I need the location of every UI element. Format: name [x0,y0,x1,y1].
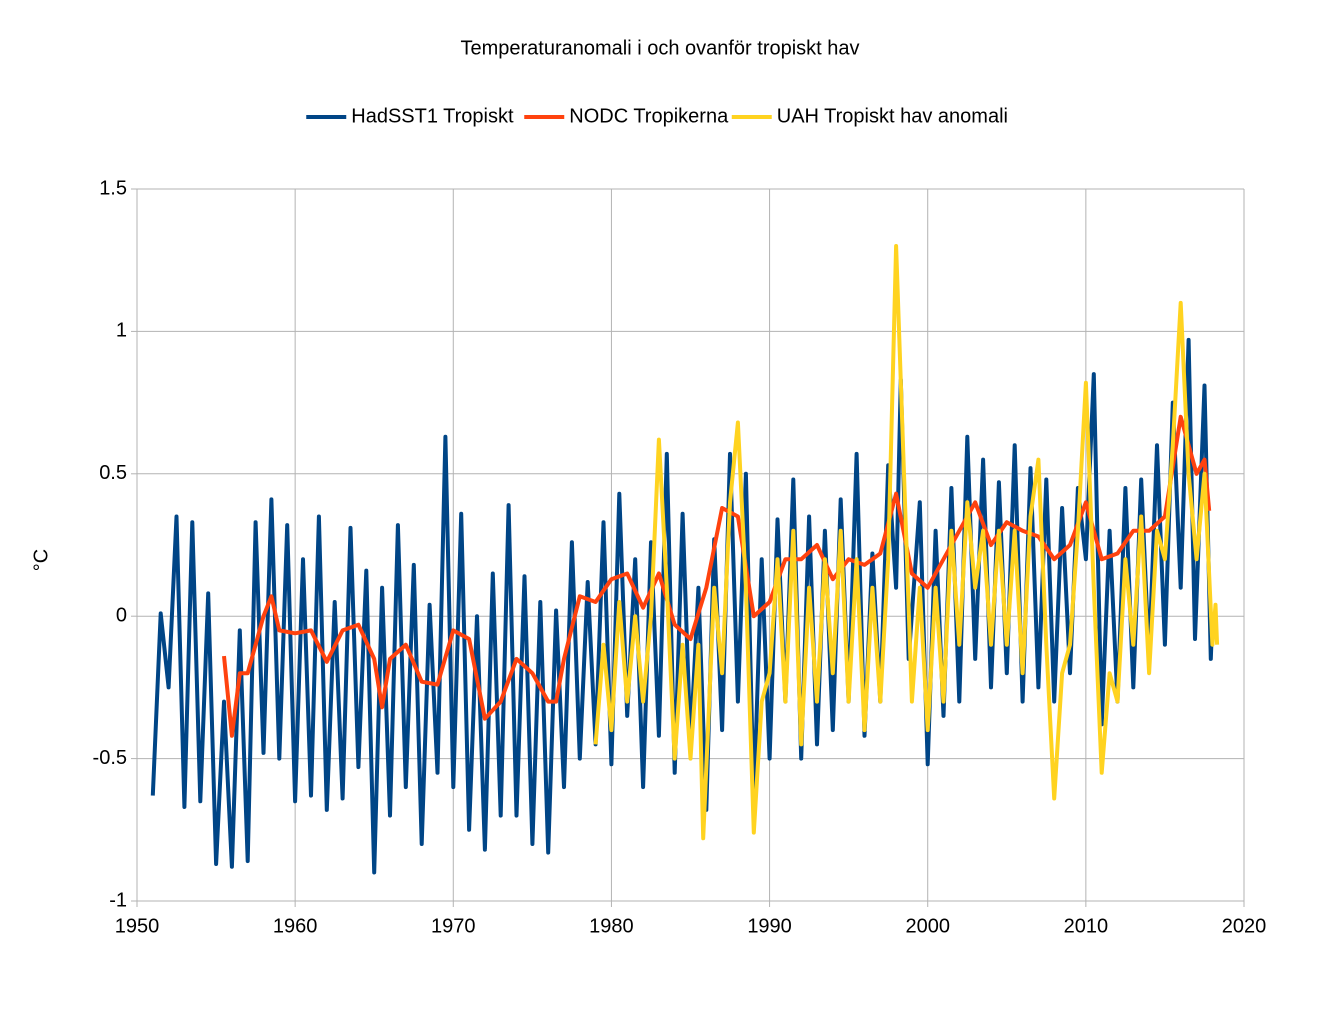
y-tick-label: 1 [116,320,127,342]
series-line [222,414,1212,738]
x-tick-label: 2010 [1064,915,1109,937]
x-tick-label: 1970 [431,915,476,937]
series-line [593,244,1220,841]
y-axis-label: °C [30,549,52,571]
y-tick-label: 0 [116,604,127,626]
x-tick-label: 1950 [115,915,160,937]
y-tick-label: 1.5 [99,177,127,199]
x-tick-label: 2020 [1222,915,1267,937]
x-tick-label: 1990 [747,915,792,937]
legend-label: NODC Tropikerna [569,105,729,127]
y-tick-label: 0.5 [99,462,127,484]
x-tick-label: 2000 [905,915,950,937]
x-tick-label: 1980 [589,915,634,937]
legend-label: HadSST1 Tropiskt [351,105,514,127]
legend-label: UAH Tropiskt hav anomali [777,105,1008,127]
x-tick-label: 1960 [273,915,318,937]
chart-title: Temperaturanomali i och ovanför tropiskt… [460,37,859,59]
y-tick-label: -0.5 [93,747,127,769]
y-tick-label: -1 [109,889,127,911]
